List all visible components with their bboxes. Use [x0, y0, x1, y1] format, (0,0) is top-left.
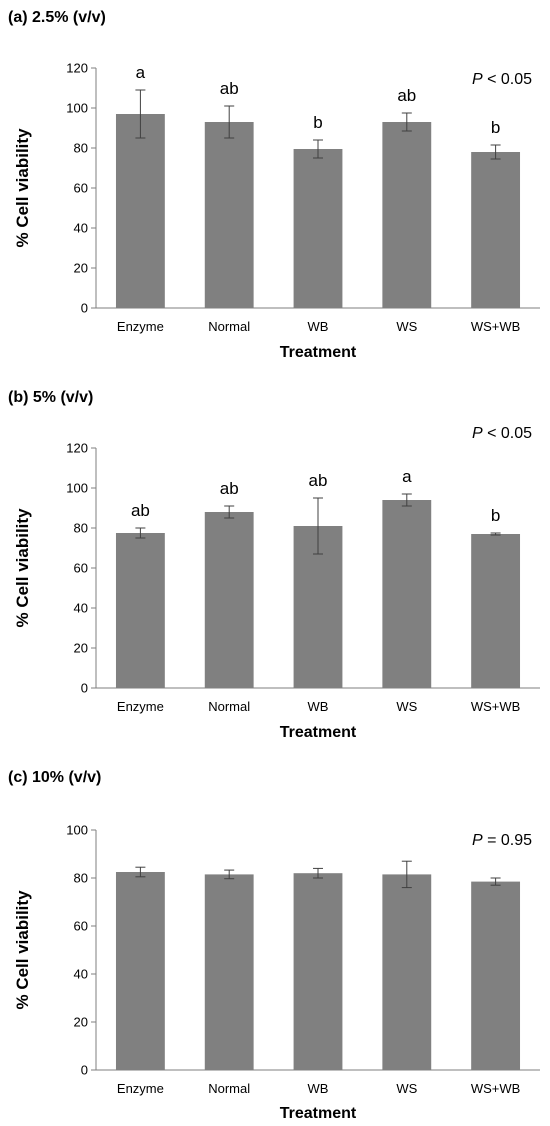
x-axis-title: Treatment [280, 724, 357, 741]
x-category-label: Enzyme [117, 1081, 164, 1096]
y-tick-label: 40 [74, 601, 88, 616]
y-tick-label: 80 [74, 871, 88, 886]
y-axis-title: % Cell viability [13, 128, 32, 248]
bar [204, 512, 254, 688]
y-tick-label: 0 [81, 681, 88, 696]
y-tick-label: 120 [66, 441, 88, 456]
chart-panel-b: (b) 5% (v/v) P < 0.05 0 20 40 60 80 100 120 ab Enz… [0, 380, 550, 752]
bar [382, 122, 432, 308]
y-tick-label: 20 [74, 1015, 88, 1030]
bar [382, 874, 432, 1070]
significance-label: b [491, 118, 500, 137]
y-tick-label: 100 [66, 823, 88, 838]
chart-panel-c: (c) 10% (v/v) P = 0.95 0 20 40 60 80 100 Enzyme N… [0, 754, 550, 1126]
y-tick-label: 100 [66, 481, 88, 496]
x-category-label: Normal [208, 1081, 250, 1096]
y-tick-label: 80 [74, 141, 88, 156]
y-tick-label: 120 [66, 61, 88, 76]
y-axis-title: % Cell viability [13, 890, 32, 1010]
bar [293, 149, 343, 308]
significance-label: ab [220, 479, 239, 498]
significance-label: ab [131, 501, 150, 520]
bar [382, 500, 432, 688]
y-tick-label: 80 [74, 521, 88, 536]
significance-label: ab [397, 86, 416, 105]
p-value-label: P < 0.05 [472, 425, 532, 442]
x-axis-title: Treatment [280, 1105, 357, 1122]
y-tick-label: 60 [74, 561, 88, 576]
p-value-label: P = 0.95 [472, 832, 532, 849]
significance-label: a [402, 467, 412, 486]
y-tick-label: 40 [74, 967, 88, 982]
panel-title: (c) 10% (v/v) [8, 769, 101, 786]
y-tick-label: 20 [74, 261, 88, 276]
significance-label: ab [309, 471, 328, 490]
x-category-label: WB [308, 699, 329, 714]
bar [471, 534, 521, 688]
y-tick-label: 60 [74, 919, 88, 934]
x-category-label: Normal [208, 699, 250, 714]
x-category-label: WS [396, 1081, 417, 1096]
chart-svg: (b) 5% (v/v)P < 0.05020406080100120abEnz… [8, 389, 540, 741]
y-tick-label: 60 [74, 181, 88, 196]
x-category-label: WB [308, 1081, 329, 1096]
bar [293, 873, 343, 1070]
x-category-label: WS [396, 699, 417, 714]
significance-label: b [491, 506, 500, 525]
y-tick-label: 20 [74, 641, 88, 656]
y-tick-label: 100 [66, 101, 88, 116]
x-category-label: Enzyme [117, 319, 164, 334]
bar [115, 114, 165, 308]
panel-title: (b) 5% (v/v) [8, 389, 93, 406]
chart-svg: (a) 2.5% (v/v) P < 0.05 0 20 40 60 80 100 120 a En… [8, 9, 540, 361]
y-tick-label: 40 [74, 221, 88, 236]
bar [204, 874, 254, 1070]
bar [115, 872, 165, 1070]
chart-svg: (c) 10% (v/v) P = 0.95 0 20 40 60 80 100 Enzyme N… [8, 769, 540, 1122]
x-category-label: Normal [208, 319, 250, 334]
x-category-label: WS+WB [471, 1081, 520, 1096]
chart-panel-a: (a) 2.5% (v/v) P < 0.05 0 20 40 60 80 100 120 a En… [0, 0, 550, 372]
bar [471, 881, 521, 1070]
x-category-label: WS+WB [471, 319, 520, 334]
y-axis-title: % Cell viability [13, 508, 32, 628]
x-category-label: WB [308, 319, 329, 334]
x-category-label: WS [396, 319, 417, 334]
significance-label: a [136, 63, 146, 82]
significance-label: ab [220, 79, 239, 98]
y-tick-label: 0 [81, 301, 88, 316]
x-axis-title: Treatment [280, 344, 357, 361]
y-tick-label: 0 [81, 1063, 88, 1078]
p-value-label: P < 0.05 [472, 71, 532, 88]
bar [115, 533, 165, 688]
x-category-label: WS+WB [471, 699, 520, 714]
bar [471, 152, 521, 308]
bar [204, 122, 254, 308]
x-category-label: Enzyme [117, 699, 164, 714]
panel-title: (a) 2.5% (v/v) [8, 9, 106, 26]
significance-label: b [313, 113, 322, 132]
